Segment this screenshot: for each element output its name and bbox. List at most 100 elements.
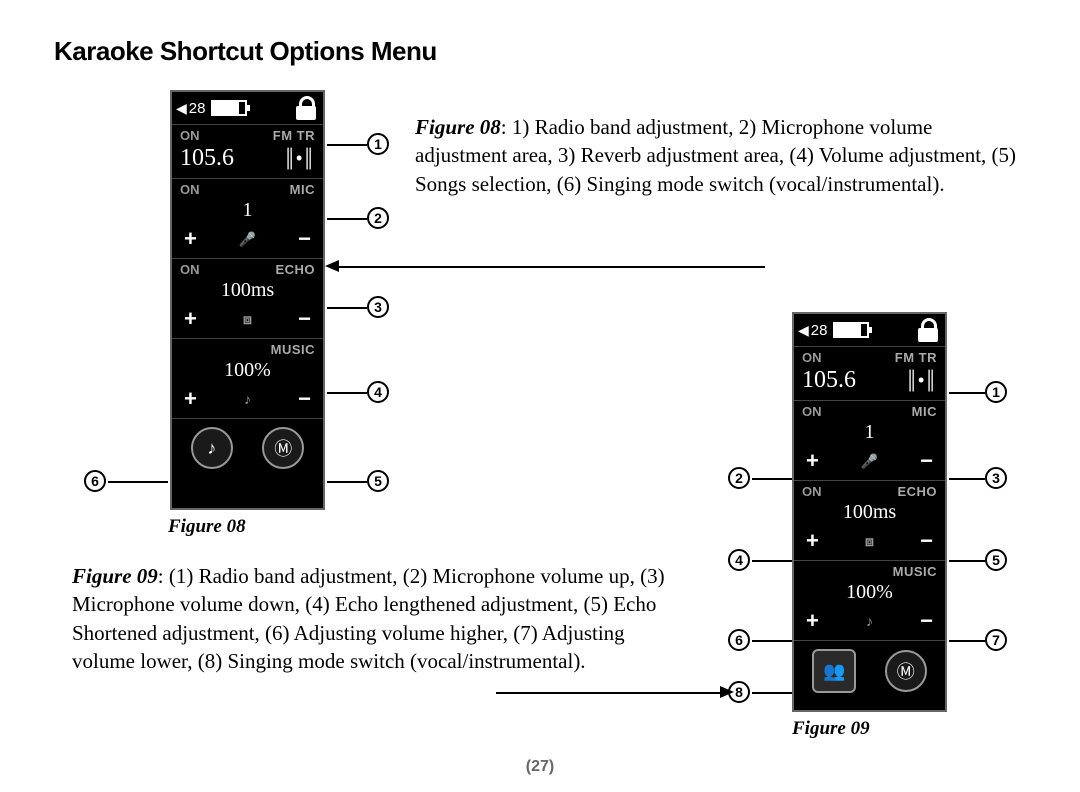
callout-bubble: 2 (367, 207, 389, 229)
callout-bubble: 4 (367, 381, 389, 403)
leader-line (327, 218, 367, 220)
device-figure-08: ◀ 28 ONFM TR 105.6 ║•║ ONMIC 1 + 🎤 − ONE… (170, 90, 325, 510)
echo-value: 100ms (172, 277, 323, 304)
music-minus-button[interactable]: − (298, 386, 311, 412)
figure-ref: Figure 08 (415, 115, 501, 139)
antenna-icon: ║•║ (283, 148, 315, 169)
speaker-icon: ◀ (176, 100, 187, 117)
mic-label: MIC (912, 404, 937, 419)
echo-section: ONECHO 100ms + ⧈ − (172, 258, 323, 338)
arrowhead-icon (325, 260, 339, 272)
music-minus-button[interactable]: − (920, 608, 933, 634)
arrow-line (335, 266, 765, 268)
leader-line (327, 307, 367, 309)
echo-plus-button[interactable]: + (184, 306, 197, 332)
callout-bubble: 6 (728, 629, 750, 651)
figure-09-description: Figure 09: (1) Radio band adjustment, (2… (72, 562, 672, 675)
leader-line (108, 481, 168, 483)
callout-bubble: 4 (728, 549, 750, 571)
music-section: MUSIC 100% + ♪ − (172, 338, 323, 418)
figure-ref: Figure 09 (72, 564, 158, 588)
mode-switch-button[interactable]: Ⓜ (262, 427, 304, 469)
echo-plus-button[interactable]: + (806, 528, 819, 554)
callout-bubble: 3 (367, 296, 389, 318)
note-icon: ♪ (866, 613, 873, 629)
mic-section: ONMIC 1 + 🎤 − (794, 400, 945, 480)
volume-value: 28 (189, 100, 206, 117)
echo-value: 100ms (794, 499, 945, 526)
mic-minus-button[interactable]: − (920, 448, 933, 474)
music-label: MUSIC (271, 342, 315, 357)
waveform-icon: ⧈ (865, 533, 874, 550)
callout-bubble: 1 (985, 381, 1007, 403)
figure-desc-text: : 1) Radio band adjustment, 2) Microphon… (415, 115, 1016, 196)
status-bar: ◀ 28 (172, 92, 323, 124)
status-bar: ◀ 28 (794, 314, 945, 346)
callout-bubble: 5 (367, 470, 389, 492)
echo-minus-button[interactable]: − (920, 528, 933, 554)
fm-section: ON FM TR 105.6 ║•║ (172, 124, 323, 178)
mic-plus-button[interactable]: + (806, 448, 819, 474)
leader-line (327, 481, 367, 483)
mic-on-label: ON (180, 182, 200, 197)
fm-label: FM TR (895, 350, 937, 365)
bottom-controls: 👥 Ⓜ (794, 640, 945, 701)
bottom-controls: ♪ Ⓜ (172, 418, 323, 477)
volume-value: 28 (811, 322, 828, 339)
fm-on-label: ON (180, 128, 200, 143)
leader-line (327, 144, 367, 146)
fm-label: FM TR (273, 128, 315, 143)
lock-icon (293, 94, 319, 120)
battery-icon (211, 100, 247, 116)
leader-line (752, 692, 792, 694)
microphone-icon: 🎤 (861, 453, 878, 470)
music-plus-button[interactable]: + (806, 608, 819, 634)
figure-desc-text: : (1) Radio band adjustment, (2) Microph… (72, 564, 665, 673)
song-select-button[interactable]: ♪ (191, 427, 233, 469)
mode-button[interactable]: Ⓜ (885, 650, 927, 692)
echo-label: ECHO (275, 262, 315, 277)
fm-frequency: 105.6 (802, 367, 856, 394)
arrow-line (496, 692, 728, 694)
music-plus-button[interactable]: + (184, 386, 197, 412)
echo-on-label: ON (802, 484, 822, 499)
callout-bubble: 6 (84, 470, 106, 492)
figure-08-description: Figure 08: 1) Radio band adjustment, 2) … (415, 113, 1025, 198)
figure-caption: Figure 08 (168, 516, 246, 538)
singing-mode-button[interactable]: 👥 (812, 649, 856, 693)
arrowhead-icon (720, 686, 734, 698)
callout-bubble: 2 (728, 467, 750, 489)
fm-on-label: ON (802, 350, 822, 365)
microphone-icon: 🎤 (239, 231, 256, 248)
mic-label: MIC (290, 182, 315, 197)
leader-line (752, 560, 792, 562)
figure-caption: Figure 09 (792, 718, 870, 740)
music-value: 100% (794, 579, 945, 606)
callout-bubble: 1 (367, 133, 389, 155)
mic-plus-button[interactable]: + (184, 226, 197, 252)
leader-line (949, 640, 985, 642)
mic-section: ONMIC 1 + 🎤 − (172, 178, 323, 258)
leader-line (949, 478, 985, 480)
antenna-icon: ║•║ (905, 370, 937, 391)
mic-minus-button[interactable]: − (298, 226, 311, 252)
page-number: (27) (526, 758, 554, 776)
callout-bubble: 5 (985, 549, 1007, 571)
echo-minus-button[interactable]: − (298, 306, 311, 332)
music-section: MUSIC 100% + ♪ − (794, 560, 945, 640)
callout-bubble: 7 (985, 629, 1007, 651)
leader-line (752, 478, 792, 480)
leader-line (949, 392, 985, 394)
echo-label: ECHO (897, 484, 937, 499)
callout-bubble: 3 (985, 467, 1007, 489)
mic-value: 1 (794, 419, 945, 446)
battery-icon (833, 322, 869, 338)
waveform-icon: ⧈ (243, 311, 252, 328)
leader-line (949, 560, 985, 562)
page-title: Karaoke Shortcut Options Menu (54, 36, 437, 67)
fm-frequency: 105.6 (180, 145, 234, 172)
echo-section: ON ECHO 100ms + ⧈ − (794, 480, 945, 560)
note-icon: ♪ (244, 391, 251, 407)
device-figure-09: ◀ 28 ON FM TR 105.6 ║•║ ONMIC 1 + 🎤 − ON E… (792, 312, 947, 712)
fm-section: ON FM TR 105.6 ║•║ (794, 346, 945, 400)
